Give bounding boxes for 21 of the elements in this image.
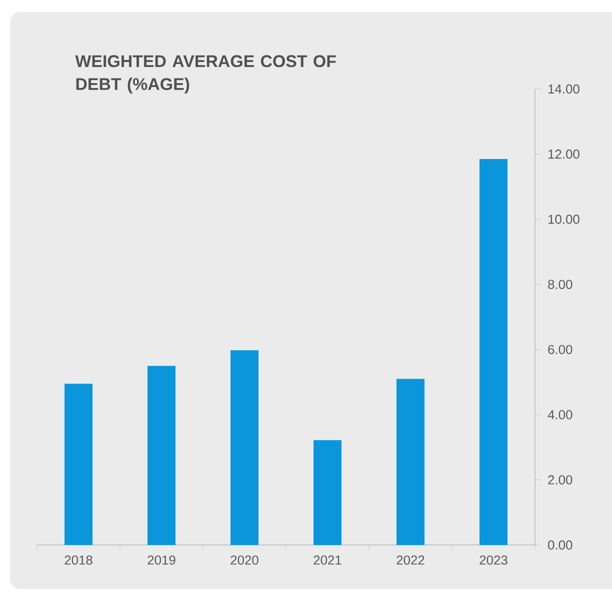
x-tick-label: 2020 bbox=[230, 556, 258, 565]
bar bbox=[230, 350, 259, 545]
y-tick-label: 14.00 bbox=[548, 84, 580, 94]
y-tick-label: 2.00 bbox=[548, 475, 572, 484]
bar bbox=[396, 378, 425, 545]
bar bbox=[148, 366, 176, 545]
y-tick-label: 0.00 bbox=[548, 540, 572, 550]
x-tick-label: 2021 bbox=[314, 556, 342, 565]
bar bbox=[480, 159, 508, 545]
bar bbox=[64, 384, 93, 545]
bar bbox=[314, 440, 342, 545]
y-tick-label: 10.00 bbox=[548, 214, 580, 224]
chart-title: WEIGHTED AVERAGE COST OF DEBT (%AGE) bbox=[75, 55, 336, 94]
x-tick-label: 2022 bbox=[396, 556, 424, 565]
y-tick-label: 4.00 bbox=[548, 410, 572, 420]
x-tick-label: 2023 bbox=[480, 556, 508, 565]
y-tick-label: 6.00 bbox=[548, 344, 572, 354]
y-tick-label: 8.00 bbox=[548, 280, 572, 289]
y-tick-label: 12.00 bbox=[548, 150, 580, 159]
x-tick-label: 2019 bbox=[148, 556, 176, 565]
x-tick-label: 2018 bbox=[64, 556, 92, 565]
